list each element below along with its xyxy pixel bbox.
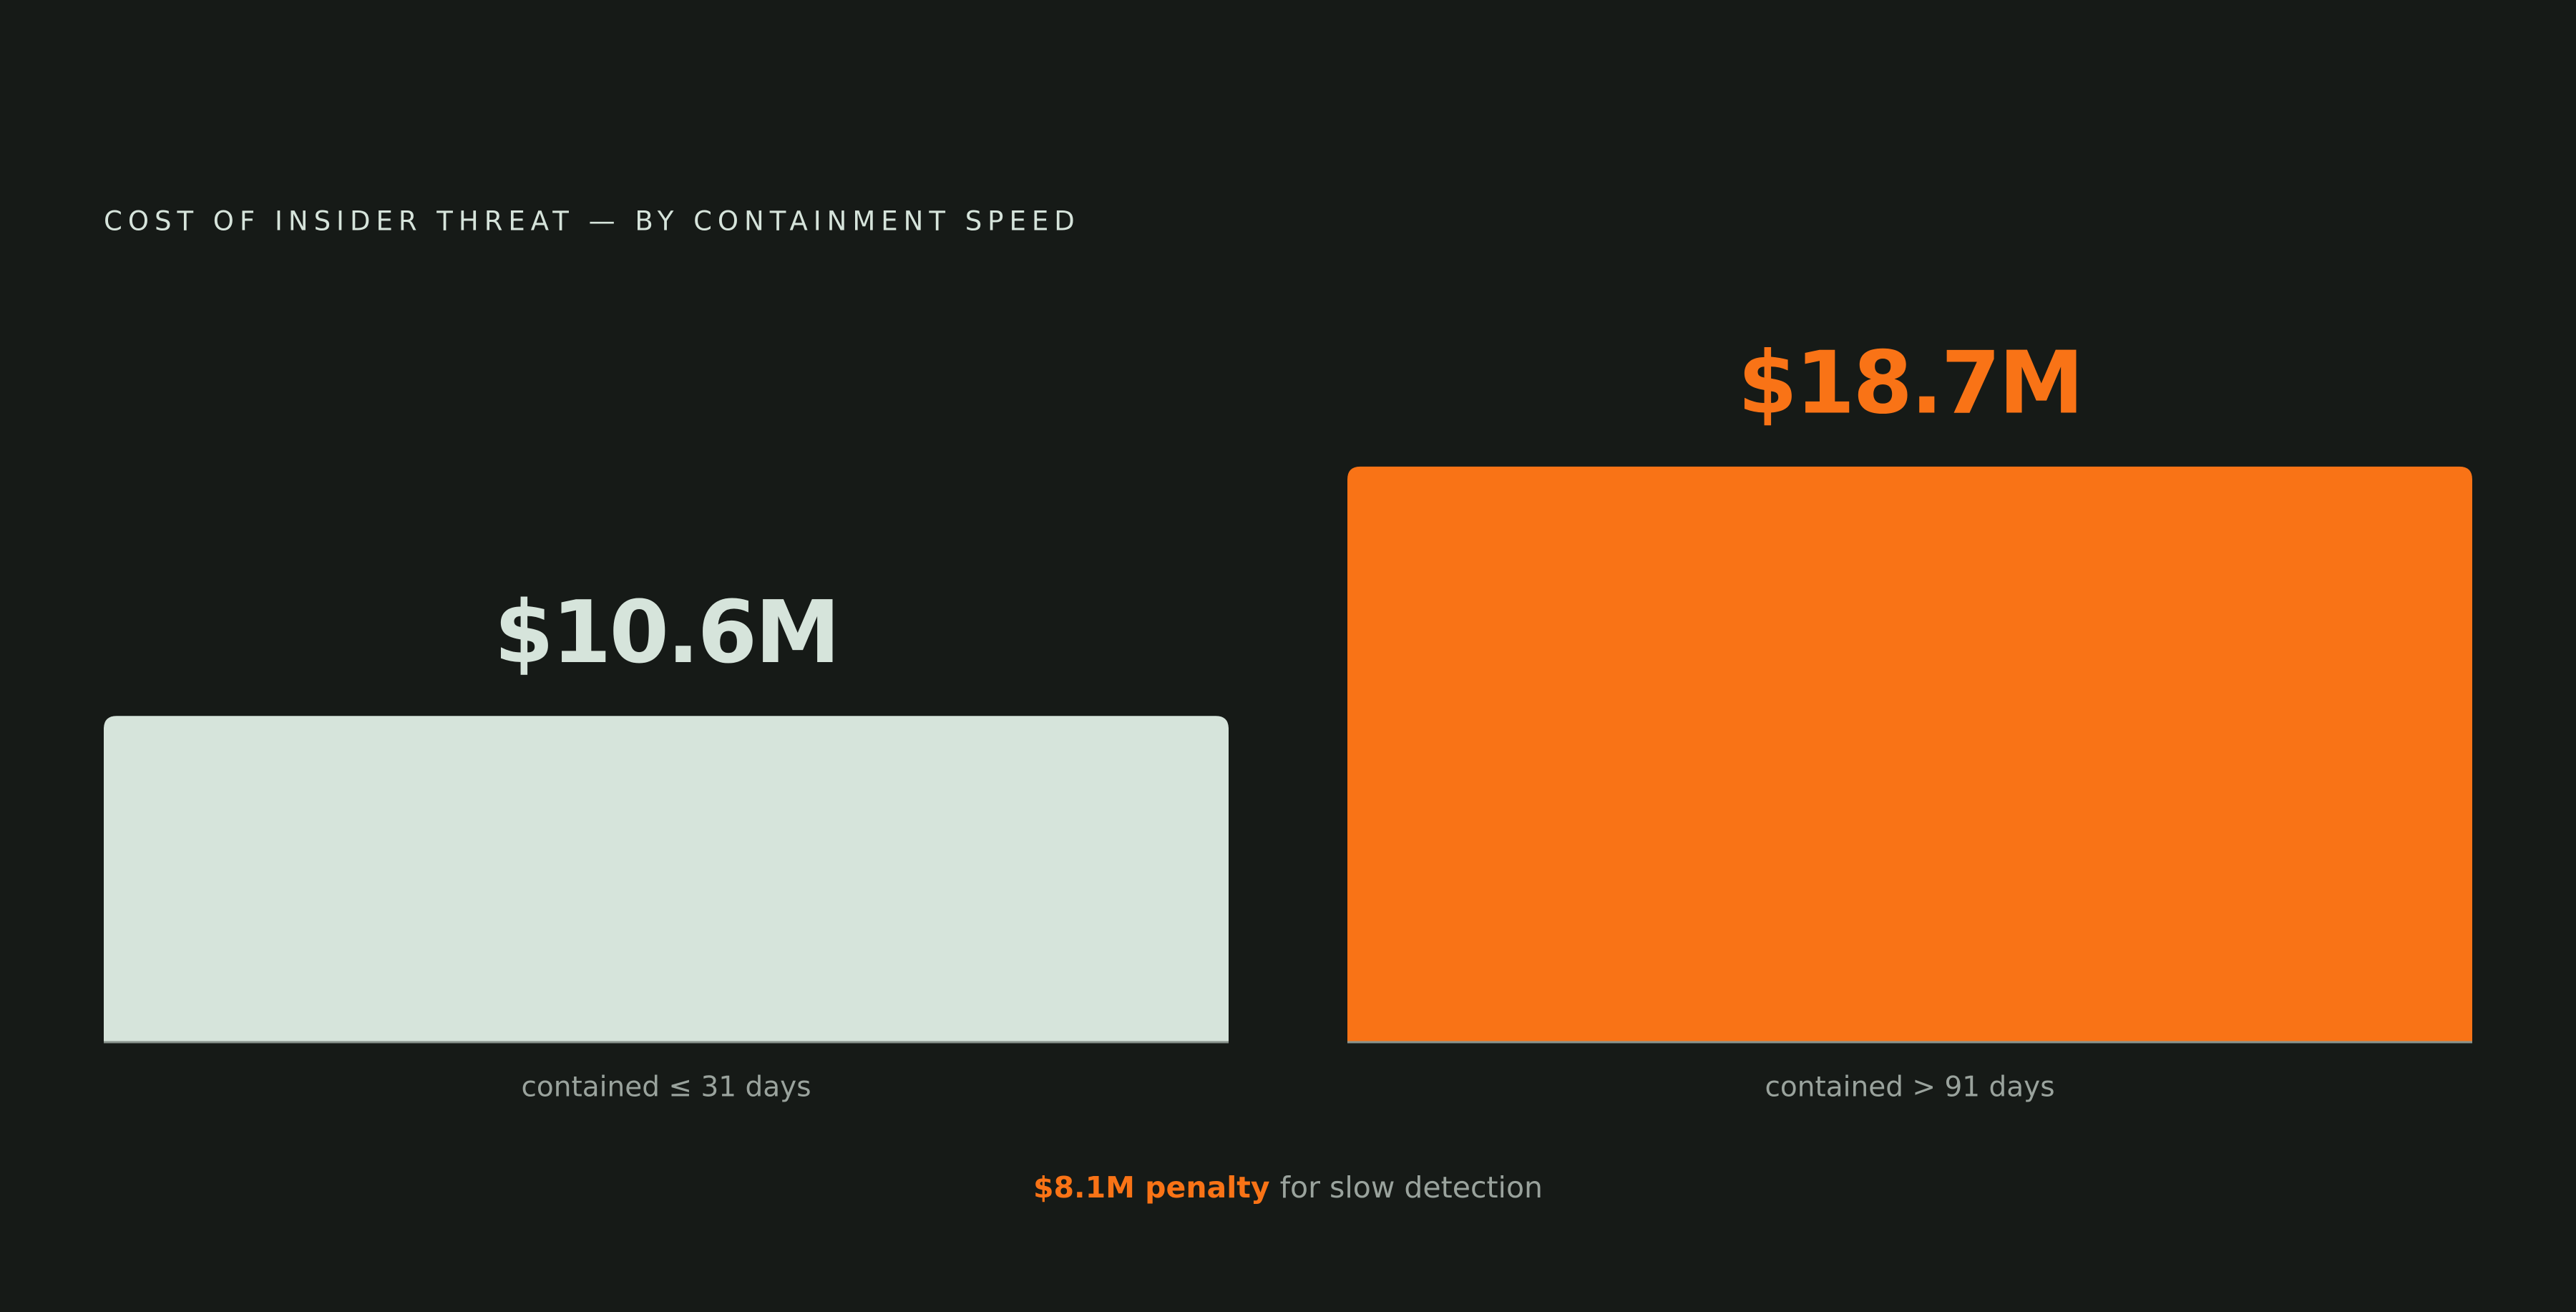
value-label: $10.6M xyxy=(494,583,839,683)
bar xyxy=(1347,466,2472,1042)
value-label: $18.7M xyxy=(1738,334,2082,434)
footnote: $8.1M penalty for slow detection xyxy=(1033,1170,1543,1205)
bar xyxy=(104,716,1229,1042)
chart-title: COST OF INSIDER THREAT — BY CONTAINMENT … xyxy=(104,206,1080,237)
category-label: contained ≤ 31 days xyxy=(521,1072,811,1104)
footnote-highlight: $8.1M penalty xyxy=(1033,1170,1270,1205)
footnote-text: for slow detection xyxy=(1280,1170,1543,1205)
category-label: contained > 91 days xyxy=(1765,1072,2054,1104)
